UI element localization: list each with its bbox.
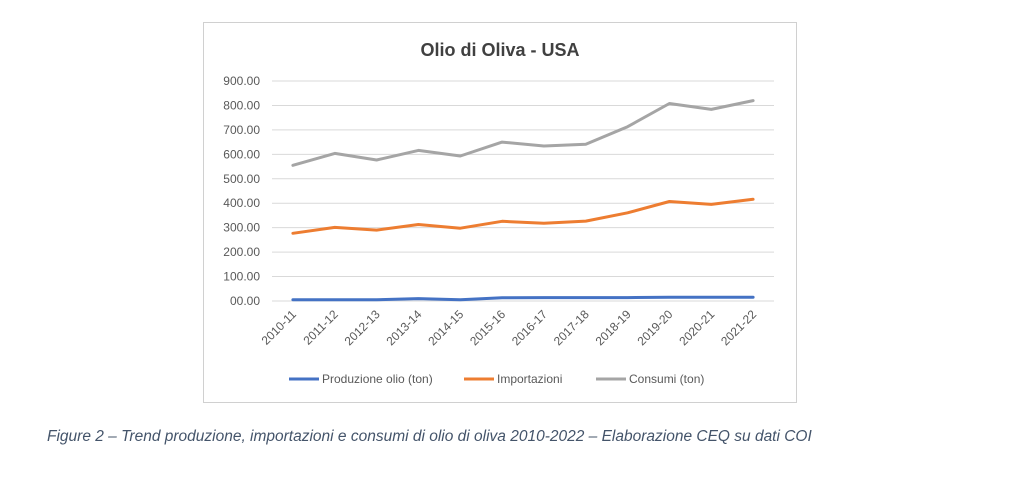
chart-title: Olio di Oliva - USA <box>420 40 579 60</box>
y-tick-label: 400.00 <box>223 196 260 210</box>
x-tick-label: 2017-18 <box>551 307 592 348</box>
legend-label: Produzione olio (ton) <box>322 372 433 386</box>
y-tick-label: 300.00 <box>223 221 260 235</box>
x-tick-label: 2013-14 <box>383 307 424 348</box>
legend-label: Consumi (ton) <box>629 372 704 386</box>
series-line-1 <box>291 295 755 302</box>
x-tick-label: 2016-17 <box>509 307 550 348</box>
legend-label: Importazioni <box>497 372 562 386</box>
y-tick-label: 200.00 <box>223 245 260 259</box>
y-tick-label: 500.00 <box>223 172 260 186</box>
line-chart: Olio di Oliva - USA 00.00 100.00 200.00 300… <box>223 40 774 386</box>
x-tick-label: 2010-11 <box>259 307 300 348</box>
figure-caption: Figure 2 – Trend produzione, importazion… <box>47 428 812 445</box>
x-tick-label: 2021-22 <box>718 307 759 348</box>
y-tick-label: 100.00 <box>223 270 260 284</box>
chart-frame: Olio di Oliva - USA 00.00 100.00 200.00 300… <box>203 22 797 403</box>
y-tick-label: 900.00 <box>223 74 260 88</box>
x-tick-label: 2015-16 <box>467 307 508 348</box>
series-line-2 <box>291 197 755 235</box>
series-line-3 <box>291 99 755 167</box>
y-tick-label: 700.00 <box>223 123 260 137</box>
y-tick-label: 800.00 <box>223 98 260 112</box>
x-tick-label: 2019-20 <box>634 307 675 348</box>
x-tick-label: 2020-21 <box>676 307 717 348</box>
x-tick-label: 2014-15 <box>425 307 466 348</box>
y-tick-label: 600.00 <box>223 147 260 161</box>
x-tick-label: 2012-13 <box>342 307 383 348</box>
x-tick-label: 2018-19 <box>593 307 634 348</box>
y-tick-label: 00.00 <box>230 294 260 308</box>
x-tick-label: 2011-12 <box>300 307 341 348</box>
